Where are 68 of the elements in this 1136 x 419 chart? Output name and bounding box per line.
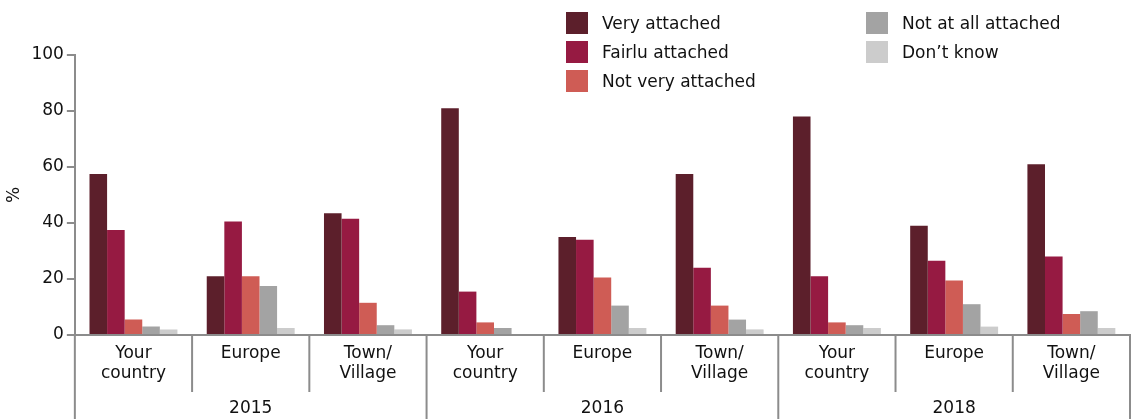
bar [1080, 311, 1098, 334]
y-tick-label: 60 [42, 155, 64, 176]
bar [142, 326, 160, 334]
x-tick-label: Europe [924, 341, 985, 362]
bar [845, 325, 864, 334]
legend-label: Fairlu attached [602, 41, 729, 62]
bar [863, 328, 881, 334]
y-tick-label: 0 [53, 323, 64, 344]
bar [792, 116, 811, 334]
bar [89, 174, 108, 334]
x-tick-label: Your country [452, 341, 518, 383]
x-tick-label: Town/Village [691, 341, 749, 383]
x-tick-label: Europe [572, 341, 633, 362]
x-tick-label: Your country [804, 341, 870, 383]
bar [828, 322, 846, 334]
bar [107, 230, 125, 334]
y-tick-label: 40 [42, 211, 64, 232]
bar [241, 276, 260, 334]
legend-label: Don’t know [902, 41, 999, 62]
bar [980, 326, 999, 334]
bar [810, 276, 829, 334]
text: 2018 [932, 397, 976, 418]
bar [441, 108, 459, 334]
bar [693, 267, 711, 334]
x-tick-label: Your country [100, 341, 166, 383]
legend-label: Not at all attached [902, 12, 1061, 33]
bar [341, 218, 360, 334]
bar [1045, 256, 1063, 334]
y-tick-label: 100 [31, 43, 64, 64]
bar [277, 328, 295, 334]
bar [259, 286, 278, 334]
bar [124, 319, 143, 334]
y-tick-label: 80 [42, 99, 64, 120]
bar [910, 225, 928, 334]
bar [962, 304, 981, 334]
bar [394, 329, 412, 334]
x-tick-label: Town/Village [1042, 341, 1100, 383]
bar [376, 325, 395, 334]
x-tick-label: Town/Village [339, 341, 397, 383]
y-axis-title: % [2, 186, 23, 204]
bar [611, 305, 629, 334]
bar [206, 276, 225, 334]
bar [710, 305, 729, 334]
bar [558, 237, 577, 334]
text: 2016 [580, 397, 625, 418]
bar [728, 319, 747, 334]
bar [476, 322, 494, 334]
bar [323, 213, 342, 334]
legend-label: Very attached [602, 12, 721, 33]
bar [576, 239, 594, 334]
bar [1097, 328, 1116, 334]
y-tick-label: 20 [42, 267, 64, 288]
bar [493, 328, 512, 334]
bar [945, 280, 963, 334]
text: 2015 [229, 397, 273, 418]
legend-label: Not very attached [602, 70, 756, 91]
bar [159, 329, 178, 334]
bar [746, 329, 764, 334]
bar [927, 260, 946, 334]
bar [593, 277, 612, 334]
bar [458, 291, 477, 334]
bar [359, 302, 377, 334]
bar [1027, 164, 1045, 334]
bar [628, 328, 647, 334]
bar [675, 174, 694, 334]
bar [224, 221, 242, 334]
bar [1062, 314, 1081, 334]
x-tick-label: Europe [220, 341, 281, 362]
